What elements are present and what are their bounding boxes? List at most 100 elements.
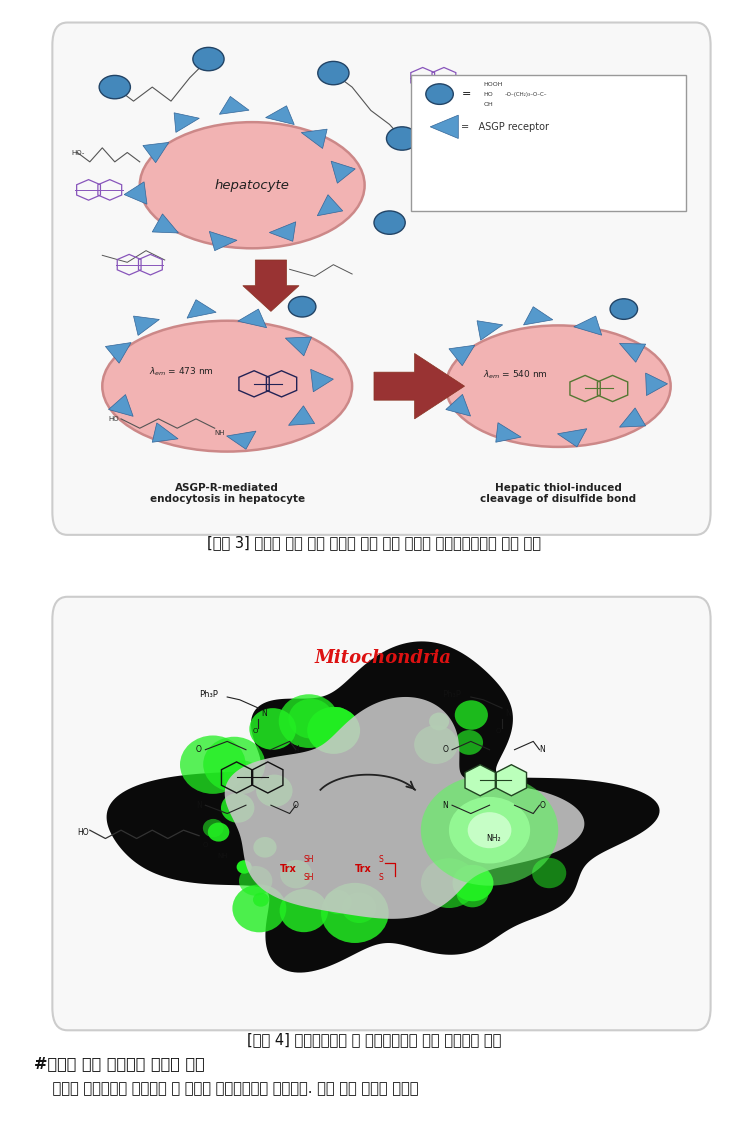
- Polygon shape: [174, 113, 199, 133]
- Polygon shape: [301, 129, 327, 149]
- Polygon shape: [317, 195, 343, 216]
- Polygon shape: [331, 161, 355, 184]
- Circle shape: [208, 822, 230, 841]
- Polygon shape: [289, 405, 315, 426]
- Polygon shape: [557, 429, 586, 447]
- Circle shape: [253, 893, 269, 906]
- Circle shape: [455, 730, 483, 754]
- Polygon shape: [430, 115, 459, 138]
- Polygon shape: [449, 346, 475, 366]
- Circle shape: [342, 893, 376, 923]
- Text: SH: SH: [304, 873, 314, 882]
- Polygon shape: [646, 373, 667, 395]
- Text: NH₂: NH₂: [486, 834, 501, 843]
- Text: N: N: [505, 709, 511, 718]
- Circle shape: [249, 708, 296, 750]
- Text: O: O: [202, 842, 208, 848]
- Circle shape: [180, 735, 245, 794]
- Text: Ph₃P: Ph₃P: [443, 690, 462, 699]
- Text: Trx: Trx: [355, 864, 372, 874]
- Polygon shape: [574, 316, 601, 336]
- Polygon shape: [107, 642, 660, 973]
- Polygon shape: [124, 181, 147, 204]
- Text: [그림 4] 미토콘드리아 내 티오레독신에 대한 선택적인 반응: [그림 4] 미토콘드리아 내 티오레독신에 대한 선택적인 반응: [247, 1031, 501, 1047]
- Text: NH: NH: [218, 852, 228, 859]
- Circle shape: [325, 890, 352, 914]
- Circle shape: [221, 793, 254, 823]
- Polygon shape: [224, 697, 584, 919]
- Text: $\lambda_{em}$ = 473 nm: $\lambda_{em}$ = 473 nm: [149, 366, 214, 378]
- Circle shape: [193, 47, 224, 71]
- Text: =: =: [462, 89, 470, 99]
- Text: N: N: [196, 801, 202, 810]
- Text: $\lambda_{em}$ = 540 nm: $\lambda_{em}$ = 540 nm: [483, 368, 548, 381]
- Text: S: S: [378, 873, 383, 882]
- Polygon shape: [374, 354, 465, 419]
- Circle shape: [280, 860, 312, 888]
- Polygon shape: [108, 394, 133, 417]
- Polygon shape: [153, 423, 178, 443]
- Circle shape: [414, 725, 458, 763]
- Circle shape: [318, 62, 349, 84]
- Ellipse shape: [468, 812, 512, 848]
- Text: N: N: [292, 745, 298, 754]
- Text: Ph₃P: Ph₃P: [199, 690, 218, 699]
- Polygon shape: [153, 214, 179, 233]
- Polygon shape: [266, 106, 294, 125]
- Ellipse shape: [449, 797, 530, 864]
- Circle shape: [254, 837, 277, 858]
- Text: #암세포 타깃 약물전달 복합체 개발: #암세포 타깃 약물전달 복합체 개발: [34, 1056, 204, 1072]
- Circle shape: [328, 707, 348, 725]
- Text: N: N: [539, 745, 545, 754]
- Text: N: N: [443, 801, 449, 810]
- Text: [그림 3] 간세포 내의 티올 센싱을 위한 표적 지향적 화학도시미터의 반응 기작: [그림 3] 간세포 내의 티올 센싱을 위한 표적 지향적 화학도시미터의 반…: [207, 535, 541, 551]
- Text: O: O: [292, 801, 298, 810]
- Text: O: O: [252, 729, 257, 734]
- Circle shape: [421, 858, 477, 908]
- Circle shape: [203, 819, 224, 838]
- Circle shape: [456, 879, 488, 908]
- Ellipse shape: [140, 122, 364, 249]
- Text: HO-: HO-: [71, 150, 85, 155]
- Text: O: O: [496, 729, 501, 734]
- Polygon shape: [619, 408, 646, 427]
- Text: HO: HO: [108, 417, 119, 422]
- Circle shape: [453, 865, 494, 901]
- Circle shape: [426, 83, 453, 105]
- Text: ASGP-R-mediated
endocytosis in hepatocyte: ASGP-R-mediated endocytosis in hepatocyt…: [150, 483, 304, 504]
- Circle shape: [99, 75, 130, 99]
- Circle shape: [279, 695, 339, 748]
- Circle shape: [256, 775, 292, 807]
- Text: NH: NH: [215, 430, 225, 436]
- Circle shape: [223, 760, 261, 794]
- Polygon shape: [446, 394, 470, 417]
- Ellipse shape: [421, 775, 558, 886]
- Polygon shape: [465, 765, 495, 796]
- Polygon shape: [524, 306, 553, 325]
- Text: O: O: [196, 745, 202, 754]
- Ellipse shape: [102, 321, 352, 452]
- Text: OH: OH: [483, 102, 493, 107]
- Circle shape: [233, 884, 286, 932]
- Circle shape: [321, 883, 389, 942]
- Text: HO: HO: [77, 829, 89, 838]
- Polygon shape: [496, 422, 521, 443]
- Circle shape: [239, 866, 272, 895]
- Text: SH: SH: [304, 856, 314, 865]
- Polygon shape: [209, 232, 237, 251]
- Polygon shape: [496, 765, 527, 796]
- Circle shape: [455, 700, 488, 730]
- Text: HO: HO: [483, 91, 493, 97]
- Circle shape: [203, 736, 266, 792]
- Circle shape: [236, 860, 252, 874]
- Circle shape: [610, 298, 637, 320]
- Circle shape: [289, 699, 334, 739]
- Polygon shape: [219, 97, 249, 115]
- Text: =   ASGP receptor: = ASGP receptor: [462, 122, 550, 132]
- Polygon shape: [238, 309, 266, 328]
- Polygon shape: [243, 260, 299, 312]
- Circle shape: [532, 858, 566, 888]
- Polygon shape: [133, 316, 159, 336]
- Circle shape: [387, 127, 417, 150]
- Text: –O–(CH₂)₃–O–C–: –O–(CH₂)₃–O–C–: [505, 91, 548, 97]
